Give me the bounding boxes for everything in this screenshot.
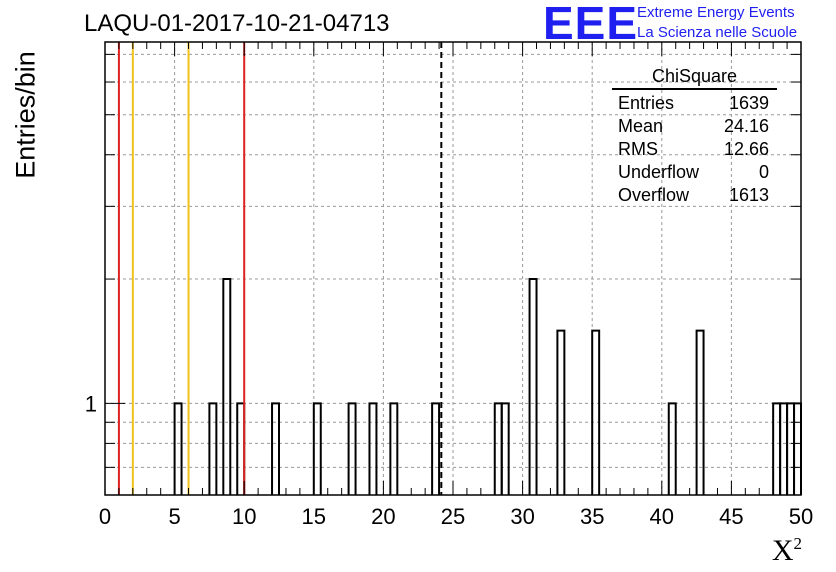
histogram-bin [772, 402, 782, 495]
x-tick-label: 30 [510, 504, 534, 529]
x-tick-label: 20 [371, 504, 395, 529]
stats-value: 0 [758, 162, 769, 182]
x-tick-label: 40 [650, 504, 674, 529]
plot-title: LAQU-01-2017-10-21-04713 [84, 10, 390, 37]
stats-label: Mean [618, 116, 664, 136]
histogram-bin [173, 402, 183, 495]
x-tick-label: 5 [168, 504, 180, 529]
x-axis-label-sup: 2 [793, 534, 803, 553]
stats-box: ChiSquare Entries 1639 Mean 24.16 RMS 12.66… [612, 66, 777, 207]
y-tick-label: 1 [85, 391, 97, 416]
stats-label: RMS [618, 139, 658, 159]
stats-row: RMS 12.66 [612, 138, 777, 161]
stats-row: Mean 24.16 [612, 115, 777, 138]
histogram-bin [222, 278, 232, 495]
stats-value: 1639 [728, 93, 769, 113]
marker-lines [117, 42, 443, 495]
stats-label: Underflow [618, 162, 700, 182]
histogram-bin [695, 329, 705, 495]
grid-lines [105, 42, 801, 495]
stats-value: 12.66 [723, 139, 769, 159]
x-tick-label: 15 [302, 504, 326, 529]
x-tick-label: 25 [441, 504, 465, 529]
histogram-bin [347, 402, 357, 495]
stats-label: Entries [618, 93, 675, 113]
stats-row: Overflow 1613 [612, 184, 777, 207]
histogram-bin [786, 402, 796, 495]
x-tick-label: 10 [232, 504, 256, 529]
histogram-bin [208, 402, 218, 495]
histogram-bin [493, 402, 503, 495]
histogram-bin [667, 402, 677, 495]
stats-value: 24.16 [723, 116, 769, 136]
stats-value: 1613 [728, 185, 769, 205]
histogram-bin [500, 402, 510, 495]
x-tick-label: 0 [99, 504, 111, 529]
x-tick-label: 35 [580, 504, 604, 529]
x-tick-label: 45 [719, 504, 743, 529]
histogram-bin [779, 402, 789, 495]
stats-row: Entries 1639 [612, 92, 777, 115]
x-axis-label-base: X [771, 534, 794, 567]
stats-row: Underflow 0 [612, 161, 777, 184]
logo-line-2: La Scienza nelle Scuole [637, 24, 798, 41]
histogram-bin [431, 402, 441, 495]
histogram-bin [368, 402, 378, 495]
tick-labels: 0 5 10 15 20 25 30 35 40 45 50 1 [85, 391, 813, 529]
x-tick-label: 50 [789, 504, 813, 529]
eee-logo: EEE Extreme Energy Events La Scienza nel… [543, 0, 833, 49]
stats-label: Overflow [618, 185, 690, 205]
histogram-bin [236, 402, 246, 495]
histogram-bars [173, 278, 802, 495]
y-axis-label-box: Entries/bin [6, 40, 46, 190]
histogram-bin [271, 402, 280, 495]
histogram-bin [528, 278, 538, 495]
histogram-bin [312, 402, 322, 495]
histogram-bin [793, 402, 802, 495]
histogram-bin [591, 329, 601, 495]
axis-ticks [104, 42, 802, 495]
logo-mark: EEE [543, 0, 639, 49]
y-axis-label: Entries/bin [10, 51, 41, 179]
x-axis-label: X2 [772, 534, 802, 568]
logo-line-1: Extreme Energy Events [637, 4, 795, 21]
stats-title: ChiSquare [612, 66, 777, 90]
histogram-bin [389, 402, 399, 495]
histogram-bin [556, 329, 566, 495]
